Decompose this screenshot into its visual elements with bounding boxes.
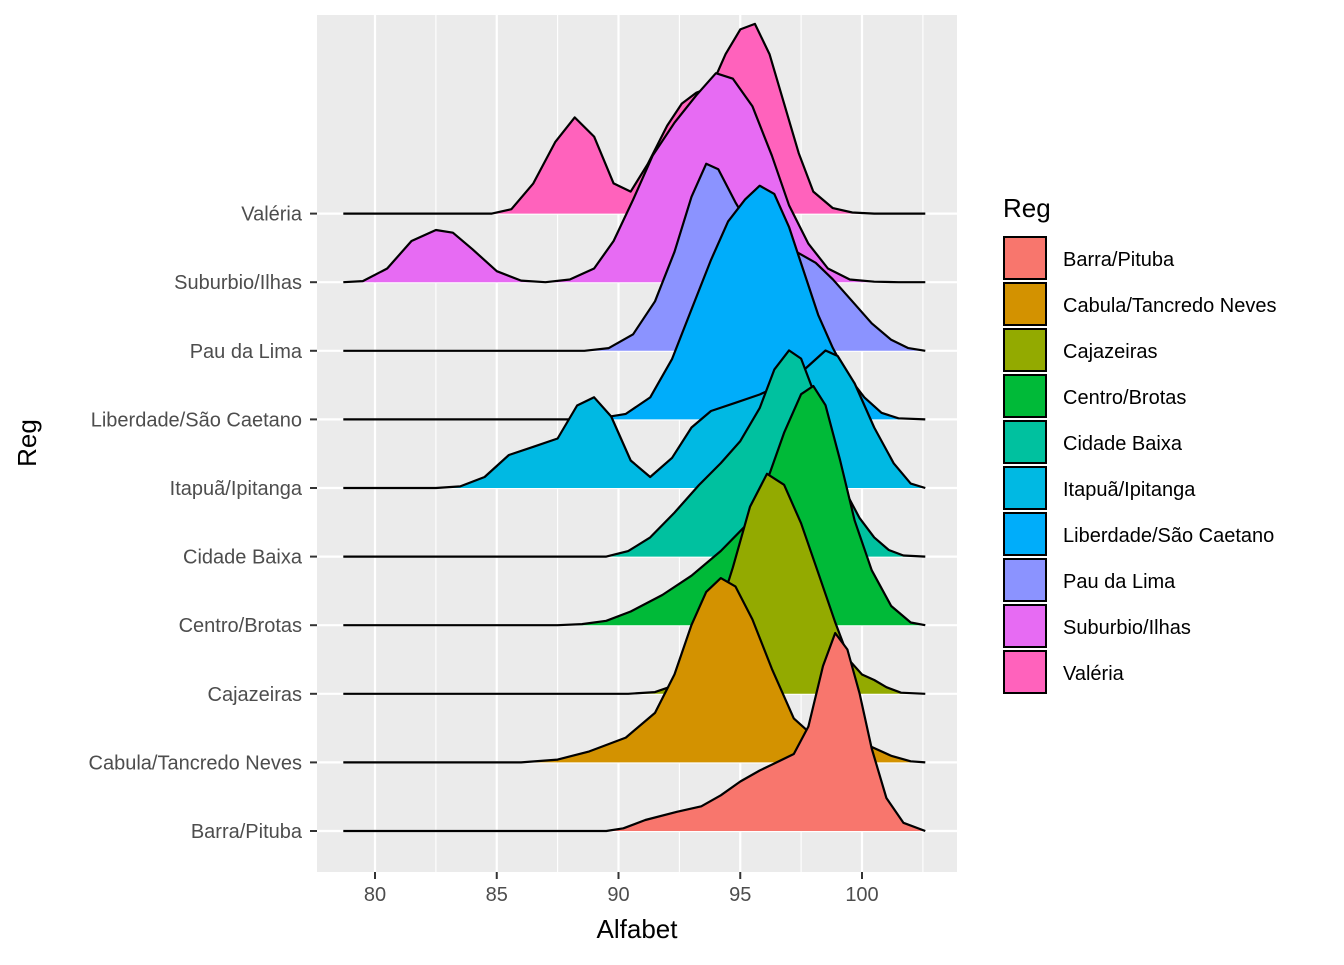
- legend-label: Barra/Pituba: [1063, 249, 1175, 271]
- ridge-outline: [343, 631, 926, 833]
- y-tick-label: Cabula/Tancredo Neves: [89, 752, 302, 774]
- y-tick-label: Centro/Brotas: [179, 615, 302, 637]
- legend-label: Liberdade/São Caetano: [1063, 525, 1274, 547]
- y-axis: Barra/Pituba Cabula/Tancredo Neves Cajazei…: [89, 204, 317, 843]
- legend-key: [1003, 512, 1047, 556]
- legend-title: Reg: [1003, 193, 1051, 223]
- legend-key: [1003, 328, 1047, 372]
- ridge-fill: [343, 473, 926, 694]
- ridge-barra-pituba: [343, 631, 926, 833]
- legend: Reg Barra/Pituba Cabula/Tancredo Neves Caj…: [1003, 193, 1276, 694]
- ridge-fill: [343, 633, 926, 831]
- y-tick-label: Valéria: [241, 204, 303, 226]
- x-tick-label: 85: [486, 884, 508, 906]
- legend-key: [1003, 466, 1047, 510]
- legend-label: Cajazeiras: [1063, 341, 1157, 363]
- legend-label: Suburbio/Ilhas: [1063, 617, 1191, 639]
- legend-key: [1003, 374, 1047, 418]
- ridge-outline: [343, 72, 926, 284]
- legend-key: [1003, 604, 1047, 648]
- ridges: [343, 22, 926, 833]
- ridge-fill: [343, 23, 926, 214]
- ridge-outline: [343, 349, 926, 558]
- x-axis-title: Alfabet: [597, 914, 679, 944]
- y-tick-label: Cajazeiras: [208, 684, 302, 706]
- legend-label: Centro/Brotas: [1063, 387, 1186, 409]
- ridge-val-ria: [343, 22, 926, 215]
- ridge-outline: [343, 384, 926, 627]
- legend-key: [1003, 650, 1047, 694]
- y-tick-label: Liberdade/São Caetano: [91, 409, 302, 431]
- x-tick-label: 90: [607, 884, 629, 906]
- legend-label: Valéria: [1063, 663, 1125, 685]
- y-tick-label: Itapuã/Ipitanga: [170, 478, 303, 500]
- ridge-outline: [343, 349, 926, 490]
- x-tick-label: 100: [845, 884, 878, 906]
- ridge-outline: [343, 22, 926, 215]
- legend-key: [1003, 420, 1047, 464]
- y-tick-label: Cidade Baixa: [183, 547, 303, 569]
- ridge-fill: [343, 578, 926, 763]
- legend-label: Itapuã/Ipitanga: [1063, 479, 1196, 501]
- x-axis: 80 85 90 95 100: [364, 872, 879, 906]
- y-axis-title: Reg: [12, 419, 42, 467]
- y-tick-label: Pau da Lima: [190, 341, 303, 363]
- legend-key: [1003, 558, 1047, 602]
- x-tick-label: 95: [729, 884, 751, 906]
- legend-key: [1003, 236, 1047, 280]
- x-tick-label: 80: [364, 884, 386, 906]
- y-tick-label: Barra/Pituba: [191, 821, 303, 843]
- y-tick-label: Suburbio/Ilhas: [174, 272, 302, 294]
- legend-label: Cidade Baixa: [1063, 433, 1183, 455]
- legend-key: [1003, 282, 1047, 326]
- legend-label: Pau da Lima: [1063, 571, 1176, 593]
- legend-label: Cabula/Tancredo Neves: [1063, 295, 1276, 317]
